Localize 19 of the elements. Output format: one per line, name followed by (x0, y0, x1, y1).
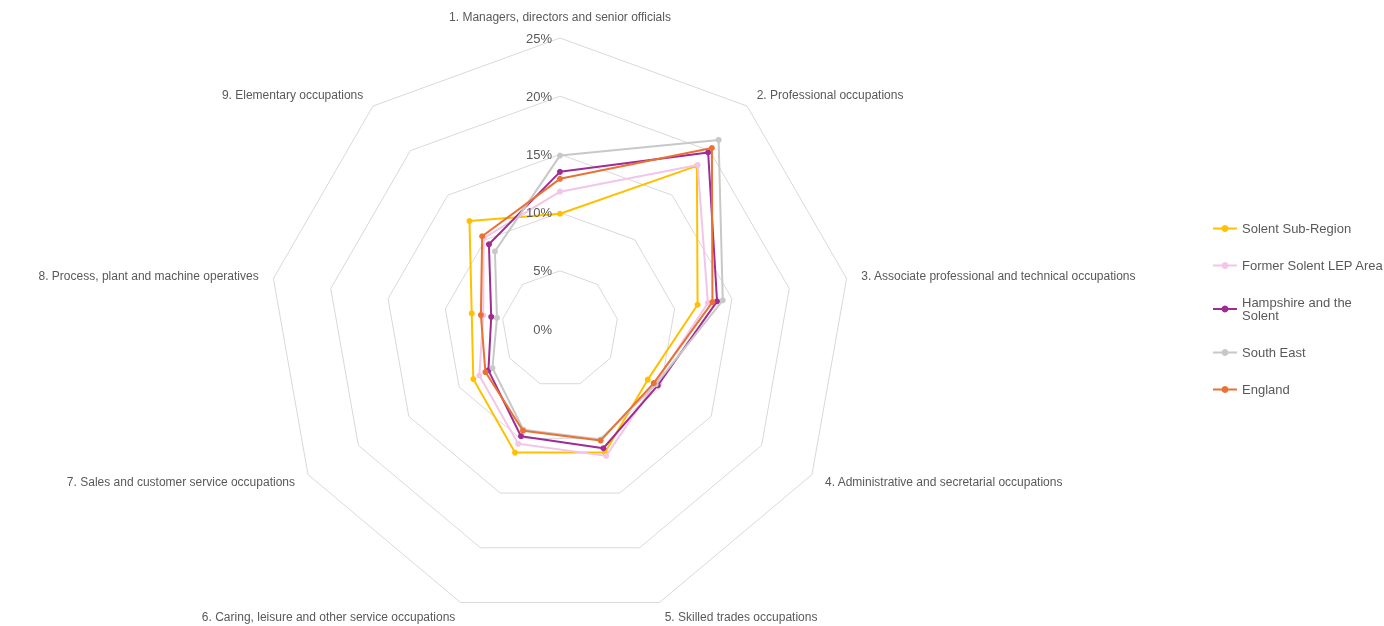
y-tick-label: 0% (533, 321, 553, 337)
spoke-label: 1. Managers, directors and senior officials (449, 10, 671, 24)
spoke-label: 8. Process, plant and machine operatives (38, 268, 259, 283)
spoke-label: 3. Associate professional and technical occupations (861, 268, 1136, 283)
legend-label: South East (1242, 345, 1306, 360)
spoke-label: 2. Professional occupations (756, 87, 904, 102)
y-tick-label: 20% (525, 88, 553, 104)
spoke-label: 4. Administrative and secretarial occupations (825, 475, 1063, 489)
y-tick-label: 25% (525, 30, 553, 46)
y-tick-label: 5% (533, 263, 553, 279)
legend-label: Hampshire and the Solent (1242, 295, 1356, 323)
legend-label: England (1242, 382, 1290, 397)
spoke-label: 7. Sales and customer service occupations (66, 475, 295, 489)
y-tick-label: 15% (525, 146, 553, 162)
spoke-label: 9. Elementary occupations (221, 87, 364, 102)
legend-label: Former Solent LEP Area (1242, 258, 1384, 273)
spoke-label: 6. Caring, leisure and other service occupations (201, 609, 456, 624)
spoke-label: 5. Skilled trades occupations (664, 609, 818, 624)
legend-label: Solent Sub-Region (1242, 221, 1352, 236)
